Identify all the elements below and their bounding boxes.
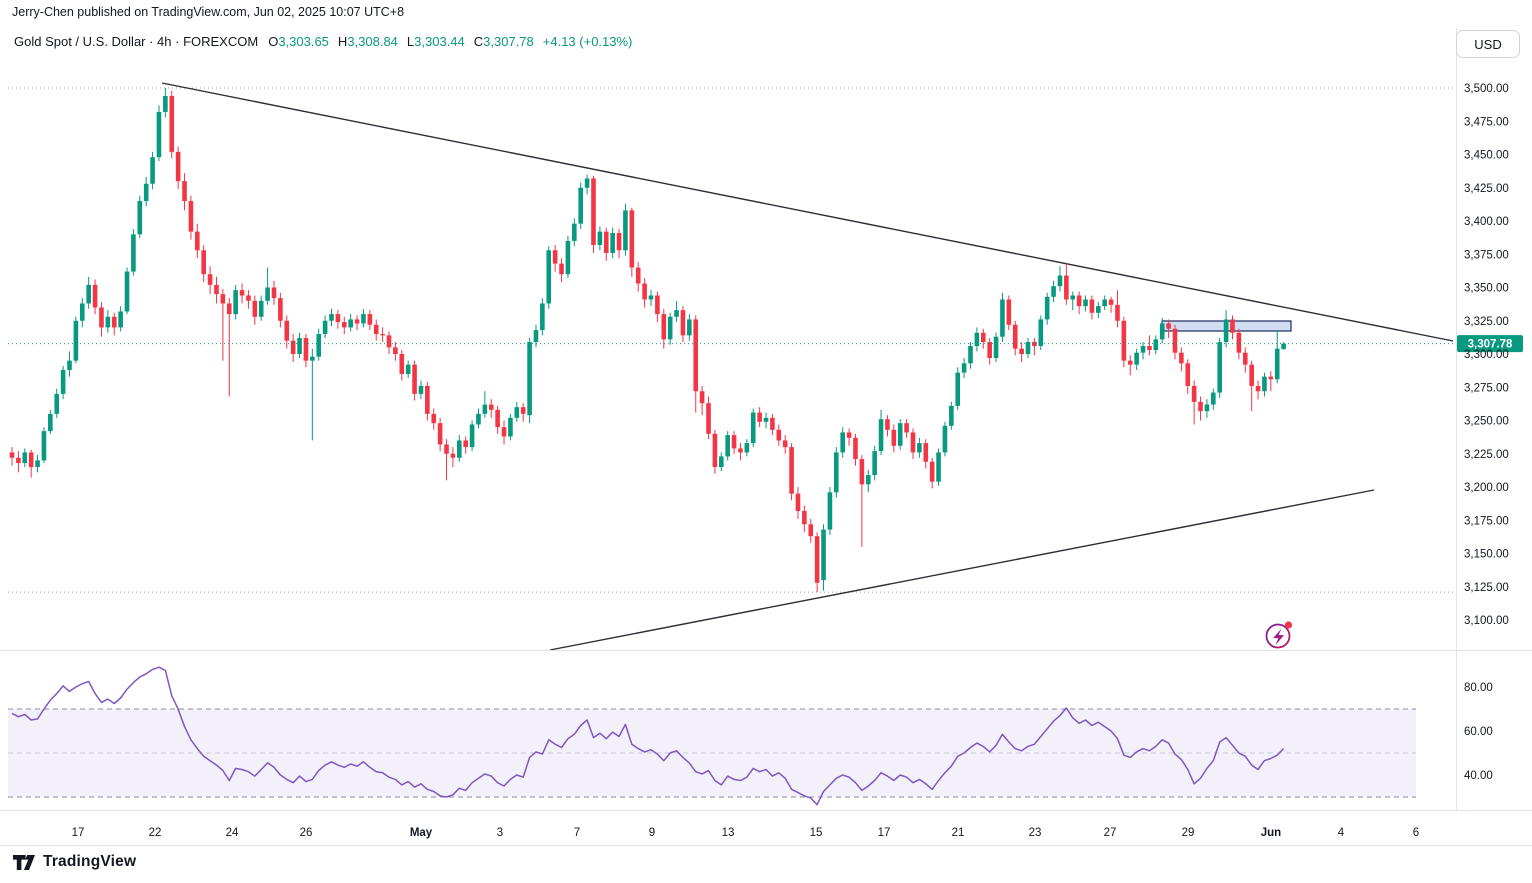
ohlc-open: O3,303.65 (268, 34, 329, 49)
svg-text:15: 15 (810, 827, 823, 839)
svg-text:3,275.00: 3,275.00 (1464, 382, 1509, 394)
svg-text:22: 22 (149, 827, 162, 839)
rsi-pane (8, 666, 1416, 806)
svg-text:3,125.00: 3,125.00 (1464, 582, 1509, 594)
ohlc-high: H3,308.84 (337, 34, 398, 49)
rsi-axis: 80.00 60.00 40.00 (1464, 682, 1493, 782)
svg-text:80.00: 80.00 (1464, 682, 1493, 694)
svg-text:21: 21 (952, 827, 965, 839)
svg-text:3,325.00: 3,325.00 (1464, 316, 1509, 328)
currency-toggle-button[interactable]: USD (1456, 30, 1520, 58)
svg-text:3,450.00: 3,450.00 (1464, 150, 1509, 162)
published-byline: Jerry-Chen published on TradingView.com,… (12, 5, 405, 19)
ohlc-low: L3,303.44 (406, 34, 465, 49)
svg-text:23: 23 (1029, 827, 1042, 839)
svg-text:60.00: 60.00 (1464, 726, 1493, 738)
svg-text:4: 4 (1338, 827, 1345, 839)
tradingview-logo[interactable]: TradingView (12, 853, 136, 871)
svg-text:3,200.00: 3,200.00 (1464, 482, 1509, 494)
grid-levels (8, 87, 1456, 593)
svg-text:3,100.00: 3,100.00 (1464, 615, 1509, 627)
svg-text:9: 9 (649, 827, 655, 839)
flash-ideas-icon[interactable] (1265, 621, 1293, 649)
tradingview-logo-icon (13, 854, 35, 870)
svg-text:May: May (410, 827, 433, 839)
svg-text:27: 27 (1104, 827, 1117, 839)
svg-text:3,300.00: 3,300.00 (1464, 349, 1509, 361)
svg-text:Jun: Jun (1261, 827, 1281, 839)
svg-text:3: 3 (497, 827, 503, 839)
svg-text:24: 24 (226, 827, 239, 839)
svg-text:3,500.00: 3,500.00 (1464, 83, 1509, 95)
svg-text:3,250.00: 3,250.00 (1464, 416, 1509, 428)
svg-text:13: 13 (722, 827, 735, 839)
symbol-header[interactable]: Gold Spot / U.S. Dollar · 4h · FOREXCOM … (14, 34, 632, 49)
trendlines[interactable] (161, 82, 1454, 651)
svg-text:40.00: 40.00 (1464, 770, 1493, 782)
svg-text:26: 26 (300, 827, 313, 839)
pane-separators (0, 28, 1532, 846)
svg-text:3,350.00: 3,350.00 (1464, 283, 1509, 295)
svg-text:29: 29 (1182, 827, 1195, 839)
symbol-title[interactable]: Gold Spot / U.S. Dollar · 4h · FOREXCOM (14, 34, 259, 49)
price-change: +4.13 (+0.13%) (542, 34, 633, 49)
svg-text:3,150.00: 3,150.00 (1464, 549, 1509, 561)
svg-text:3,307.78: 3,307.78 (1468, 339, 1513, 351)
svg-text:3,425.00: 3,425.00 (1464, 183, 1509, 195)
svg-text:3,375.00: 3,375.00 (1464, 249, 1509, 261)
ohlc-close: C3,307.78 (473, 34, 534, 49)
svg-text:17: 17 (878, 827, 891, 839)
svg-text:3,225.00: 3,225.00 (1464, 449, 1509, 461)
svg-text:3,475.00: 3,475.00 (1464, 116, 1509, 128)
svg-text:6: 6 (1413, 827, 1419, 839)
svg-text:17: 17 (72, 827, 85, 839)
candles (9, 88, 1286, 593)
svg-text:7: 7 (574, 827, 580, 839)
tradingview-logo-text: TradingView (43, 853, 137, 870)
time-axis[interactable]: 17 22 24 26 May 3 7 9 13 15 17 21 23 27 29 Jun 4 6 (72, 827, 1420, 839)
svg-text:3,175.00: 3,175.00 (1464, 515, 1509, 527)
price-axis[interactable]: 3,307.78 3,500.00 3,475.00 3,450.00 3,425.00… (1457, 83, 1523, 627)
svg-text:3,400.00: 3,400.00 (1464, 216, 1509, 228)
